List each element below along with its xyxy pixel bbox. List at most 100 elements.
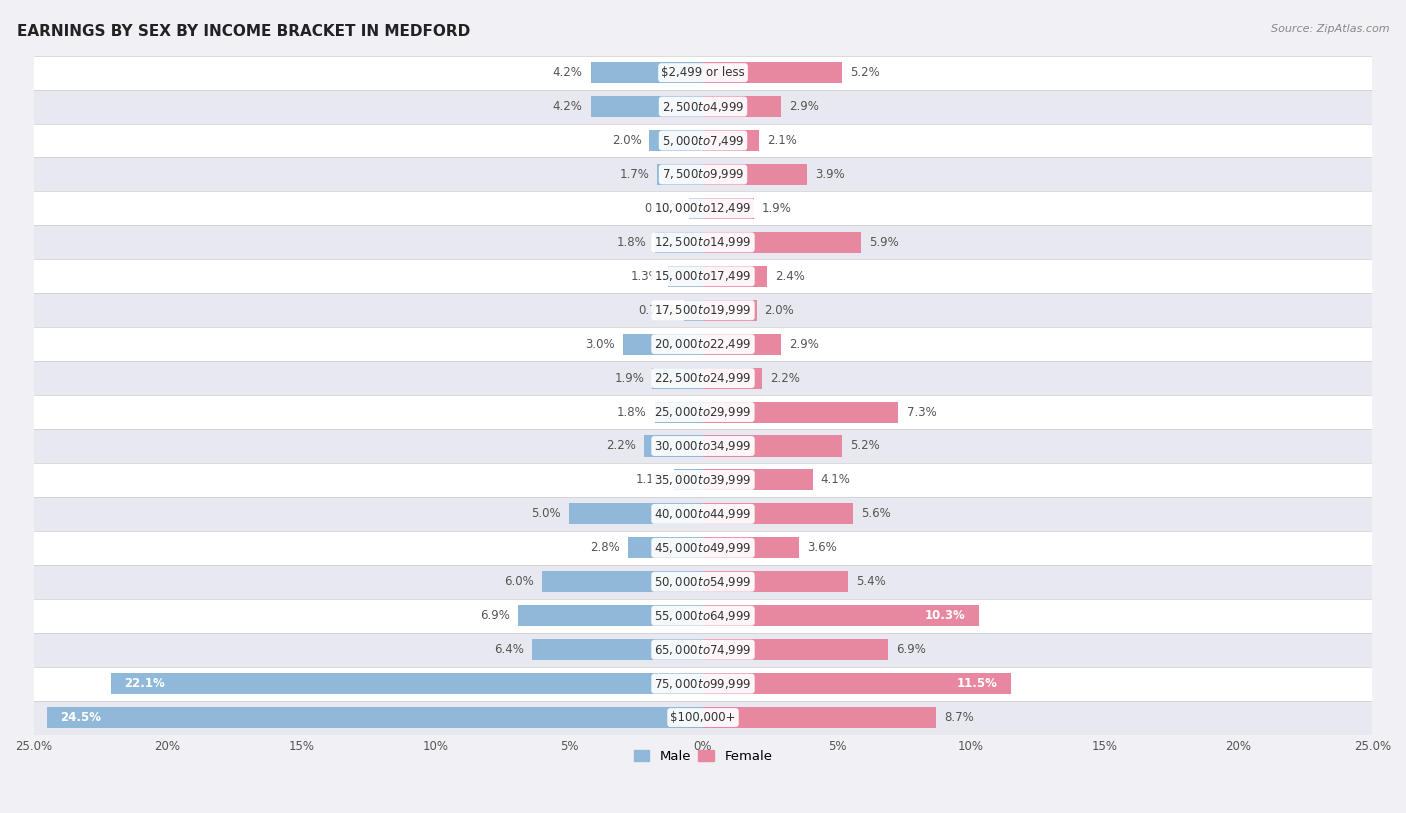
Text: Source: ZipAtlas.com: Source: ZipAtlas.com [1271, 24, 1389, 34]
Text: $45,000 to $49,999: $45,000 to $49,999 [654, 541, 752, 554]
Text: $40,000 to $44,999: $40,000 to $44,999 [654, 506, 752, 521]
Text: 1.8%: 1.8% [617, 406, 647, 419]
Text: $50,000 to $54,999: $50,000 to $54,999 [654, 575, 752, 589]
Bar [703, 164, 807, 185]
Text: 8.7%: 8.7% [943, 711, 974, 724]
Bar [34, 191, 1372, 225]
Bar [34, 429, 1372, 463]
Bar [689, 198, 703, 219]
Bar [34, 158, 1372, 191]
Text: 1.1%: 1.1% [636, 473, 665, 486]
Bar [683, 300, 703, 321]
Text: 5.2%: 5.2% [851, 66, 880, 79]
Text: 1.8%: 1.8% [617, 236, 647, 249]
Bar [650, 130, 703, 151]
Bar [34, 225, 1372, 259]
Bar [655, 402, 703, 423]
Text: $55,000 to $64,999: $55,000 to $64,999 [654, 609, 752, 623]
Text: 0.72%: 0.72% [638, 304, 676, 317]
Text: 2.0%: 2.0% [765, 304, 794, 317]
Text: $25,000 to $29,999: $25,000 to $29,999 [654, 405, 752, 419]
Text: 4.2%: 4.2% [553, 66, 582, 79]
Bar [644, 436, 703, 457]
Text: 6.9%: 6.9% [481, 609, 510, 622]
Text: $65,000 to $74,999: $65,000 to $74,999 [654, 642, 752, 657]
Text: $20,000 to $22,499: $20,000 to $22,499 [654, 337, 752, 351]
Text: 6.9%: 6.9% [896, 643, 925, 656]
Bar [34, 293, 1372, 327]
Bar [703, 62, 842, 83]
Bar [519, 605, 703, 626]
Text: $22,500 to $24,999: $22,500 to $24,999 [654, 371, 752, 385]
Bar [703, 503, 853, 524]
Text: 5.2%: 5.2% [851, 440, 880, 453]
Text: 5.9%: 5.9% [869, 236, 898, 249]
Bar [652, 367, 703, 389]
Text: 6.4%: 6.4% [494, 643, 523, 656]
Bar [34, 598, 1372, 633]
Text: 2.2%: 2.2% [770, 372, 800, 385]
Bar [703, 469, 813, 490]
Text: 2.1%: 2.1% [768, 134, 797, 147]
Bar [111, 673, 703, 694]
Text: 11.5%: 11.5% [956, 677, 997, 690]
Bar [703, 572, 848, 593]
Text: EARNINGS BY SEX BY INCOME BRACKET IN MEDFORD: EARNINGS BY SEX BY INCOME BRACKET IN MED… [17, 24, 470, 39]
Bar [703, 333, 780, 354]
Text: 5.6%: 5.6% [860, 507, 891, 520]
Text: $12,500 to $14,999: $12,500 to $14,999 [654, 235, 752, 250]
Text: 5.4%: 5.4% [856, 576, 886, 589]
Bar [655, 232, 703, 253]
Bar [34, 701, 1372, 734]
Bar [658, 164, 703, 185]
Bar [703, 605, 979, 626]
Bar [34, 463, 1372, 497]
Bar [34, 497, 1372, 531]
Bar [703, 639, 887, 660]
Bar [34, 124, 1372, 158]
Text: $17,500 to $19,999: $17,500 to $19,999 [654, 303, 752, 317]
Text: 4.2%: 4.2% [553, 100, 582, 113]
Bar [34, 89, 1372, 124]
Bar [703, 130, 759, 151]
Text: 2.2%: 2.2% [606, 440, 636, 453]
Text: 2.9%: 2.9% [789, 100, 818, 113]
Text: 2.0%: 2.0% [612, 134, 641, 147]
Bar [703, 673, 1011, 694]
Text: 3.0%: 3.0% [585, 337, 614, 350]
Bar [34, 327, 1372, 361]
Bar [703, 367, 762, 389]
Legend: Male, Female: Male, Female [628, 745, 778, 768]
Text: 1.9%: 1.9% [762, 202, 792, 215]
Text: 3.6%: 3.6% [807, 541, 837, 554]
Bar [628, 537, 703, 559]
Bar [46, 707, 703, 728]
Text: 1.7%: 1.7% [620, 168, 650, 181]
Text: $75,000 to $99,999: $75,000 to $99,999 [654, 676, 752, 690]
Text: 5.0%: 5.0% [531, 507, 561, 520]
Bar [34, 55, 1372, 89]
Text: $2,499 or less: $2,499 or less [661, 66, 745, 79]
Text: $2,500 to $4,999: $2,500 to $4,999 [662, 99, 744, 114]
Bar [673, 469, 703, 490]
Bar [34, 667, 1372, 701]
Text: 24.5%: 24.5% [60, 711, 101, 724]
Bar [569, 503, 703, 524]
Bar [34, 259, 1372, 293]
Bar [591, 62, 703, 83]
Text: 7.3%: 7.3% [907, 406, 936, 419]
Bar [668, 266, 703, 287]
Text: $7,500 to $9,999: $7,500 to $9,999 [662, 167, 744, 181]
Bar [543, 572, 703, 593]
Text: 1.3%: 1.3% [630, 270, 661, 283]
Text: 0.52%: 0.52% [644, 202, 681, 215]
Bar [34, 565, 1372, 598]
Text: $15,000 to $17,499: $15,000 to $17,499 [654, 269, 752, 283]
Bar [703, 436, 842, 457]
Text: $30,000 to $34,999: $30,000 to $34,999 [654, 439, 752, 453]
Bar [34, 395, 1372, 429]
Text: 1.9%: 1.9% [614, 372, 644, 385]
Bar [703, 537, 800, 559]
Bar [703, 198, 754, 219]
Text: 2.4%: 2.4% [775, 270, 806, 283]
